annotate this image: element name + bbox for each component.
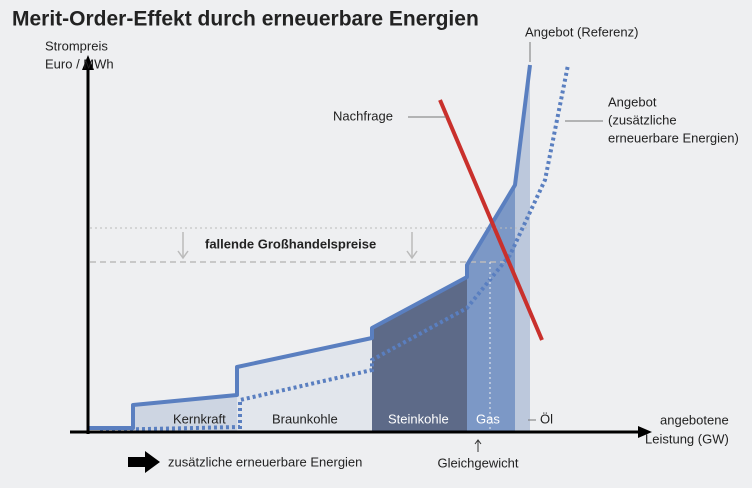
segment-label: Öl <box>540 411 553 426</box>
segment-label: Steinkohle <box>388 411 449 426</box>
supply-reference-label: Angebot (Referenz) <box>525 24 638 39</box>
supply-renewables-label: Angebot <box>608 94 657 109</box>
title: Merit-Order-Effekt durch erneuerbare Ene… <box>12 8 479 31</box>
supply-renewables <box>99 64 570 432</box>
x-axis-label: Leistung (GW) <box>645 431 729 446</box>
equilibrium-arrow <box>474 439 482 452</box>
demand <box>438 99 544 341</box>
axes <box>70 55 652 438</box>
y-axis-label: Euro / MWh <box>45 56 114 71</box>
demand-label: Nachfrage <box>333 108 393 123</box>
price-arrows <box>177 232 418 260</box>
renewables-arrow <box>128 451 160 473</box>
price-drop-label: fallende Großhandelspreise <box>205 236 376 251</box>
y-axis-label: Strompreis <box>45 38 108 53</box>
renewables-note: zusätzliche erneuerbare Energien <box>168 454 362 469</box>
supply-reference <box>88 64 532 430</box>
segment-label: Kernkraft <box>173 411 226 426</box>
supply-renewables-label: erneuerbare Energien) <box>608 130 739 145</box>
x-axis-label: angebotene <box>660 412 729 427</box>
supply-renewables-label: (zusätzliche <box>608 112 677 127</box>
segment-label: Braunkohle <box>272 411 338 426</box>
equilibrium-label: Gleichgewicht <box>438 455 519 470</box>
segment-label: Gas <box>476 411 500 426</box>
